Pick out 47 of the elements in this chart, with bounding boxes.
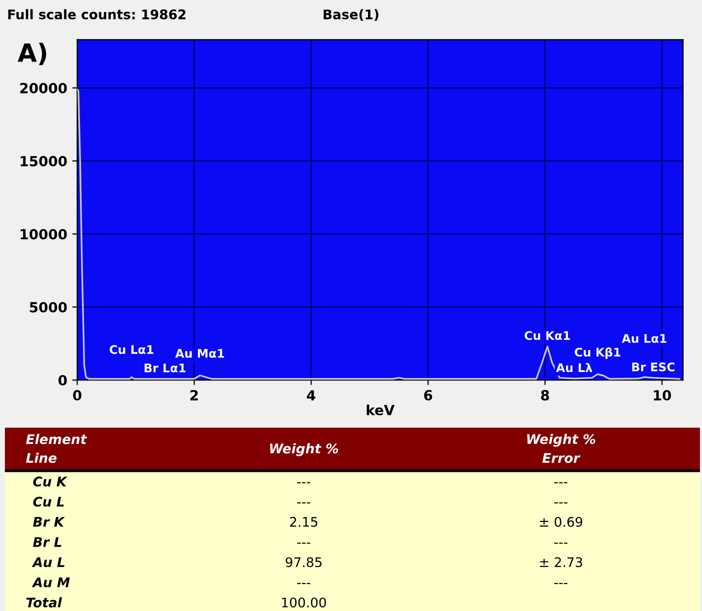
text: ---	[297, 502, 310, 504]
text: 100.00	[282, 598, 326, 608]
text: ---	[554, 502, 568, 504]
text: Br K	[32, 517, 65, 527]
text: Total	[26, 597, 62, 608]
text: 97.85	[286, 557, 322, 568]
chart-subtitle: Base(1)	[324, 9, 378, 21]
text: Br L	[32, 537, 62, 547]
category-label: Element Line	[26, 434, 88, 463]
y-tick-label: 20000	[20, 82, 67, 94]
x-tick-label: 0	[73, 390, 82, 401]
text: Au M	[32, 578, 70, 588]
y-tick-label: 15000	[20, 156, 67, 166]
text: 2.15	[290, 516, 318, 527]
chart-title: Full scale counts: 19862	[8, 9, 186, 20]
text: A)	[18, 42, 46, 66]
category-label: Weight % Error	[527, 434, 596, 463]
annotation: Cu Lα1	[110, 345, 154, 354]
x-tick-label: 6	[424, 390, 432, 401]
y-tick-label: 10000	[20, 228, 67, 240]
text: ---	[554, 542, 568, 544]
x-axis-title: keV	[366, 404, 395, 416]
text: Au L	[32, 557, 64, 568]
category-label: Weight %	[270, 443, 338, 456]
text: ± 2.73	[540, 557, 582, 568]
text: ± 0.69	[540, 516, 582, 527]
text: ---	[554, 583, 568, 584]
text: Cu L	[33, 496, 64, 507]
text: ---	[297, 482, 310, 484]
x-tick-label: 2	[190, 390, 198, 400]
annotation: Cu Kβ1	[574, 347, 620, 359]
text: ---	[297, 542, 310, 544]
annotation: Cu Kα1	[524, 331, 570, 340]
annotation: Br ESC	[632, 362, 675, 372]
text: Cu K	[33, 476, 68, 487]
y-tick-label: 0	[58, 375, 67, 386]
y-tick-label: 5000	[30, 302, 67, 312]
annotation: Au Mα1	[175, 349, 224, 358]
line-series	[77, 88, 680, 380]
annotation: Au Lλ	[556, 362, 592, 372]
text: ---	[554, 482, 568, 484]
annotation: Au Lα1	[622, 334, 666, 343]
x-tick-label: 10	[654, 390, 671, 401]
x-tick-label: 4	[306, 390, 316, 400]
annotation: Br Lα1	[144, 364, 186, 372]
text: ---	[297, 583, 310, 584]
x-tick-label: 8	[541, 390, 550, 401]
